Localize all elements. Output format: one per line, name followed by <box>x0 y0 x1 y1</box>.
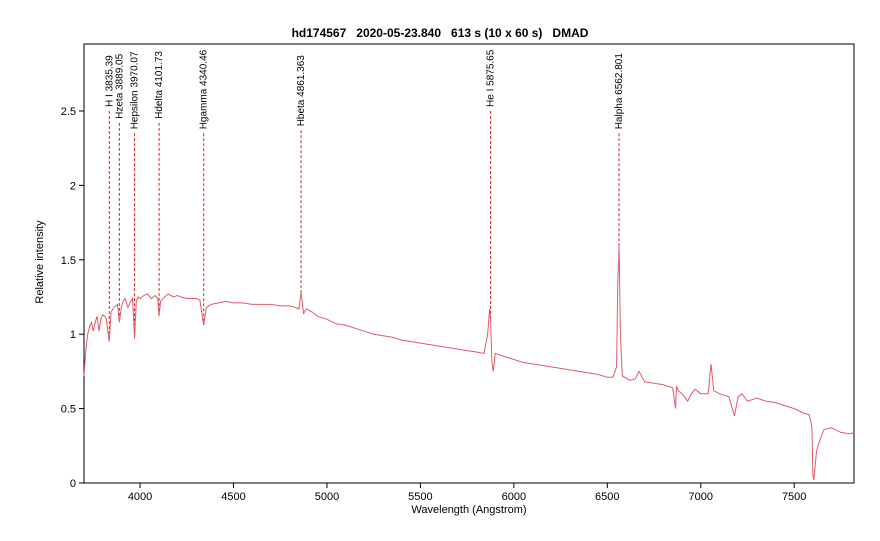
x-tick-label: 6000 <box>502 491 526 503</box>
x-tick-label: 5000 <box>315 491 339 503</box>
y-tick-label: 2.5 <box>61 106 76 118</box>
line-marker-label: Hbeta 4861.363 <box>296 55 307 127</box>
line-marker-label: Hgamma 4340.46 <box>199 49 210 129</box>
x-tick-label: 5500 <box>408 491 432 503</box>
y-tick-label: 0 <box>70 478 76 490</box>
plot-area <box>83 43 855 484</box>
x-tick-label: 7500 <box>782 491 806 503</box>
line-marker-label: H I 3835.39 <box>104 55 115 107</box>
line-marker-label: He I 5875.65 <box>486 49 497 107</box>
x-tick-label: 4500 <box>221 491 245 503</box>
x-tick-label: 4000 <box>128 491 152 503</box>
chart-title: hd174567 2020-05-23.840 613 s (10 x 60 s… <box>291 26 589 40</box>
y-tick-label: 1.5 <box>61 255 76 267</box>
line-marker-label: Hzeta 3889.05 <box>114 53 125 118</box>
x-tick-label: 6500 <box>595 491 619 503</box>
y-tick-label: 1 <box>70 329 76 341</box>
line-marker-label: Hepsilon 3970.07 <box>129 51 140 129</box>
spectrum-line <box>83 246 855 481</box>
y-tick-label: 0.5 <box>61 404 76 416</box>
line-marker-label: Halpha 6562.801 <box>614 53 625 130</box>
line-marker-label: Hdelta 4101.73 <box>154 51 165 119</box>
y-tick-label: 2 <box>70 180 76 192</box>
x-tick-label: 7000 <box>689 491 713 503</box>
x-axis-label: Wavelength (Angstrom) <box>411 504 527 516</box>
